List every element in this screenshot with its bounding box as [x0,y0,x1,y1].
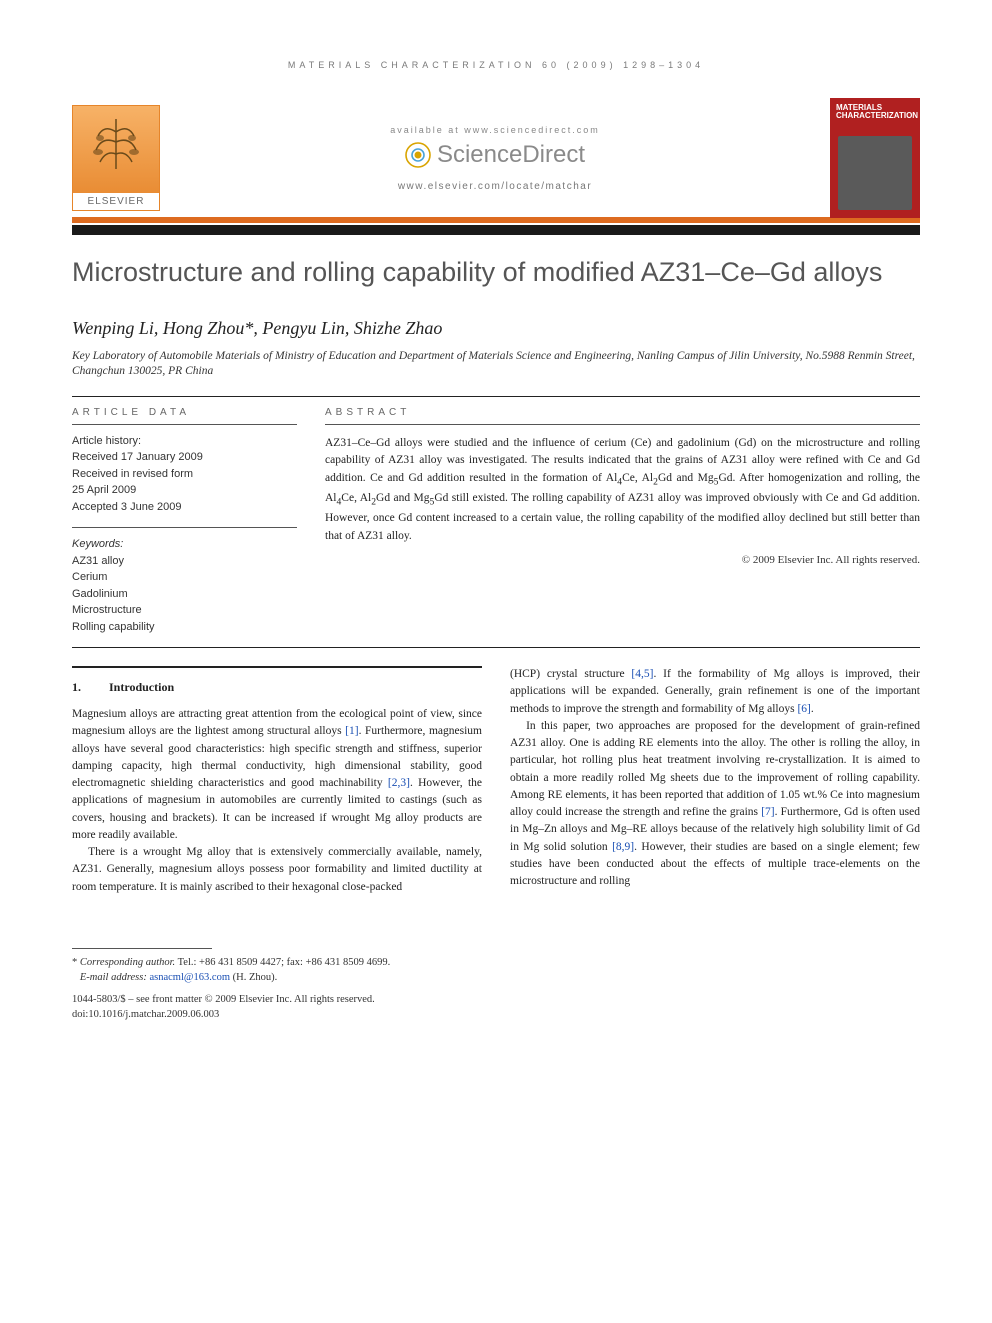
col2-para1: (HCP) crystal structure [4,5]. If the fo… [510,666,920,718]
section-title: Introduction [109,678,174,696]
journal-cover-title: MATERIALS CHARACTERIZATION [836,104,914,121]
history-received: Received 17 January 2009 [72,449,297,466]
keyword-3: Microstructure [72,602,297,619]
article-data-label: ARTICLE DATA [72,407,297,418]
body-col-left: 1. Introduction Magnesium alloys are att… [72,666,482,896]
citation-6[interactable]: [6] [797,703,810,715]
meta-abstract-row: ARTICLE DATA Article history: Received 1… [72,397,920,636]
abstract-copyright: © 2009 Elsevier Inc. All rights reserved… [325,554,920,566]
journal-cover-image [838,136,912,210]
available-at-line: available at www.sciencedirect.com [390,125,600,135]
masthead: ELSEVIER available at www.sciencedirect.… [72,98,920,218]
citation-2-3[interactable]: [2,3] [388,777,410,789]
authors-line: Wenping Li, Hong Zhou*, Pengyu Lin, Shiz… [72,318,920,339]
col2-para2: In this paper, two approaches are propos… [510,718,920,891]
col1-para2: There is a wrought Mg alloy that is exte… [72,844,482,896]
sciencedirect-text: ScienceDirect [437,141,585,169]
locate-url: www.elsevier.com/locate/matchar [398,181,592,192]
rule-below-meta [72,647,920,648]
citation-1[interactable]: [1] [345,725,358,737]
keyword-0: AZ31 alloy [72,553,297,570]
abstract-label: ABSTRACT [325,407,920,418]
elsevier-logo: ELSEVIER [72,105,160,211]
footer-copyright: 1044-5803/$ – see front matter © 2009 El… [72,993,920,1022]
article-title: Microstructure and rolling capability of… [72,255,920,290]
history-label: Article history: [72,433,297,450]
sciencedirect-icon [405,142,431,168]
col1-para1: Magnesium alloys are attracting great at… [72,706,482,844]
citation-4-5[interactable]: [4,5] [631,668,653,680]
keyword-4: Rolling capability [72,619,297,636]
running-head: MATERIALS CHARACTERIZATION 60 (2009) 129… [72,60,920,70]
sciencedirect-block: available at www.sciencedirect.com Scien… [174,125,816,192]
section-number: 1. [72,678,81,696]
orange-rule [72,217,920,223]
black-rule [72,225,920,235]
body-columns: 1. Introduction Magnesium alloys are att… [72,666,920,896]
keyword-1: Cerium [72,569,297,586]
history-accepted: Accepted 3 June 2009 [72,499,297,516]
affiliation: Key Laboratory of Automobile Materials o… [72,349,920,380]
abstract-text: AZ31–Ce–Gd alloys were studied and the i… [325,435,920,547]
citation-7[interactable]: [7] [761,806,774,818]
corresponding-author: * Corresponding author. Tel.: +86 431 85… [72,948,920,985]
journal-cover: MATERIALS CHARACTERIZATION [830,98,920,218]
body-col-right: (HCP) crystal structure [4,5]. If the fo… [510,666,920,896]
corresponding-email[interactable]: asnacml@163.com [149,972,230,983]
section-heading-intro: 1. Introduction [72,678,482,696]
citation-8-9[interactable]: [8,9] [612,841,634,853]
history-revised-1: Received in revised form [72,466,297,483]
history-revised-2: 25 April 2009 [72,482,297,499]
article-data-column: ARTICLE DATA Article history: Received 1… [72,397,297,636]
elsevier-label: ELSEVIER [73,193,159,210]
keywords-label: Keywords: [72,536,297,553]
elsevier-tree-icon [86,114,146,174]
abstract-column: ABSTRACT AZ31–Ce–Gd alloys were studied … [325,397,920,636]
keyword-2: Gadolinium [72,586,297,603]
